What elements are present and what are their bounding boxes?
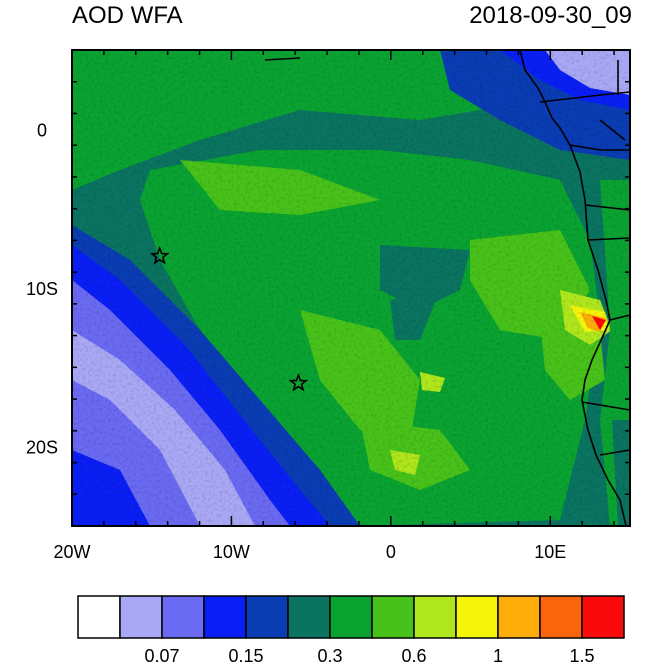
colorbar-swatch bbox=[539, 595, 583, 639]
x-axis-labels: 20W 10W 0 10E bbox=[53, 542, 566, 562]
colorbar-swatch bbox=[161, 595, 205, 639]
colorbar-swatch bbox=[245, 595, 289, 639]
colorbar-swatch bbox=[497, 595, 541, 639]
colorbar-swatch bbox=[581, 595, 625, 639]
x-tick-label: 10E bbox=[534, 542, 566, 562]
colorbar-swatch bbox=[77, 595, 121, 639]
colorbar-swatch bbox=[203, 595, 247, 639]
colorbar-swatch bbox=[329, 595, 373, 639]
colorbar-label: 0.3 bbox=[317, 646, 342, 666]
colorbar-labels: 0.07 0.15 0.3 0.6 1 1.5 bbox=[144, 646, 594, 666]
colorbar bbox=[77, 595, 625, 639]
x-tick-label: 10W bbox=[213, 542, 250, 562]
map-title: AOD WFA bbox=[72, 2, 183, 29]
colorbar-label: 0.6 bbox=[401, 646, 426, 666]
y-tick-label: 10S bbox=[26, 279, 58, 299]
colorbar-label: 0.15 bbox=[228, 646, 263, 666]
x-tick-label: 20W bbox=[53, 542, 90, 562]
coastline bbox=[264, 50, 630, 526]
colorbar-label: 0.07 bbox=[144, 646, 179, 666]
axis-ticks bbox=[71, 49, 630, 527]
star-marker bbox=[288, 372, 309, 392]
site-markers bbox=[149, 246, 309, 392]
colorbar-swatch bbox=[371, 595, 415, 639]
colorbar-swatch bbox=[455, 595, 499, 639]
star-marker bbox=[149, 246, 170, 265]
map-frame bbox=[71, 49, 631, 527]
aod-field bbox=[72, 50, 630, 526]
colorbar-label: 1 bbox=[493, 646, 503, 666]
x-tick-label: 0 bbox=[386, 542, 396, 562]
colorbar-swatch bbox=[413, 595, 457, 639]
colorbar-label: 1.5 bbox=[569, 646, 594, 666]
y-axis-labels: 0 10S 20S bbox=[26, 120, 58, 457]
colorbar-swatch bbox=[119, 595, 163, 639]
y-tick-label: 20S bbox=[26, 438, 58, 458]
map-timestamp: 2018-09-30_09 bbox=[469, 2, 632, 29]
colorbar-swatch bbox=[287, 595, 331, 639]
y-tick-label: 0 bbox=[37, 120, 47, 140]
